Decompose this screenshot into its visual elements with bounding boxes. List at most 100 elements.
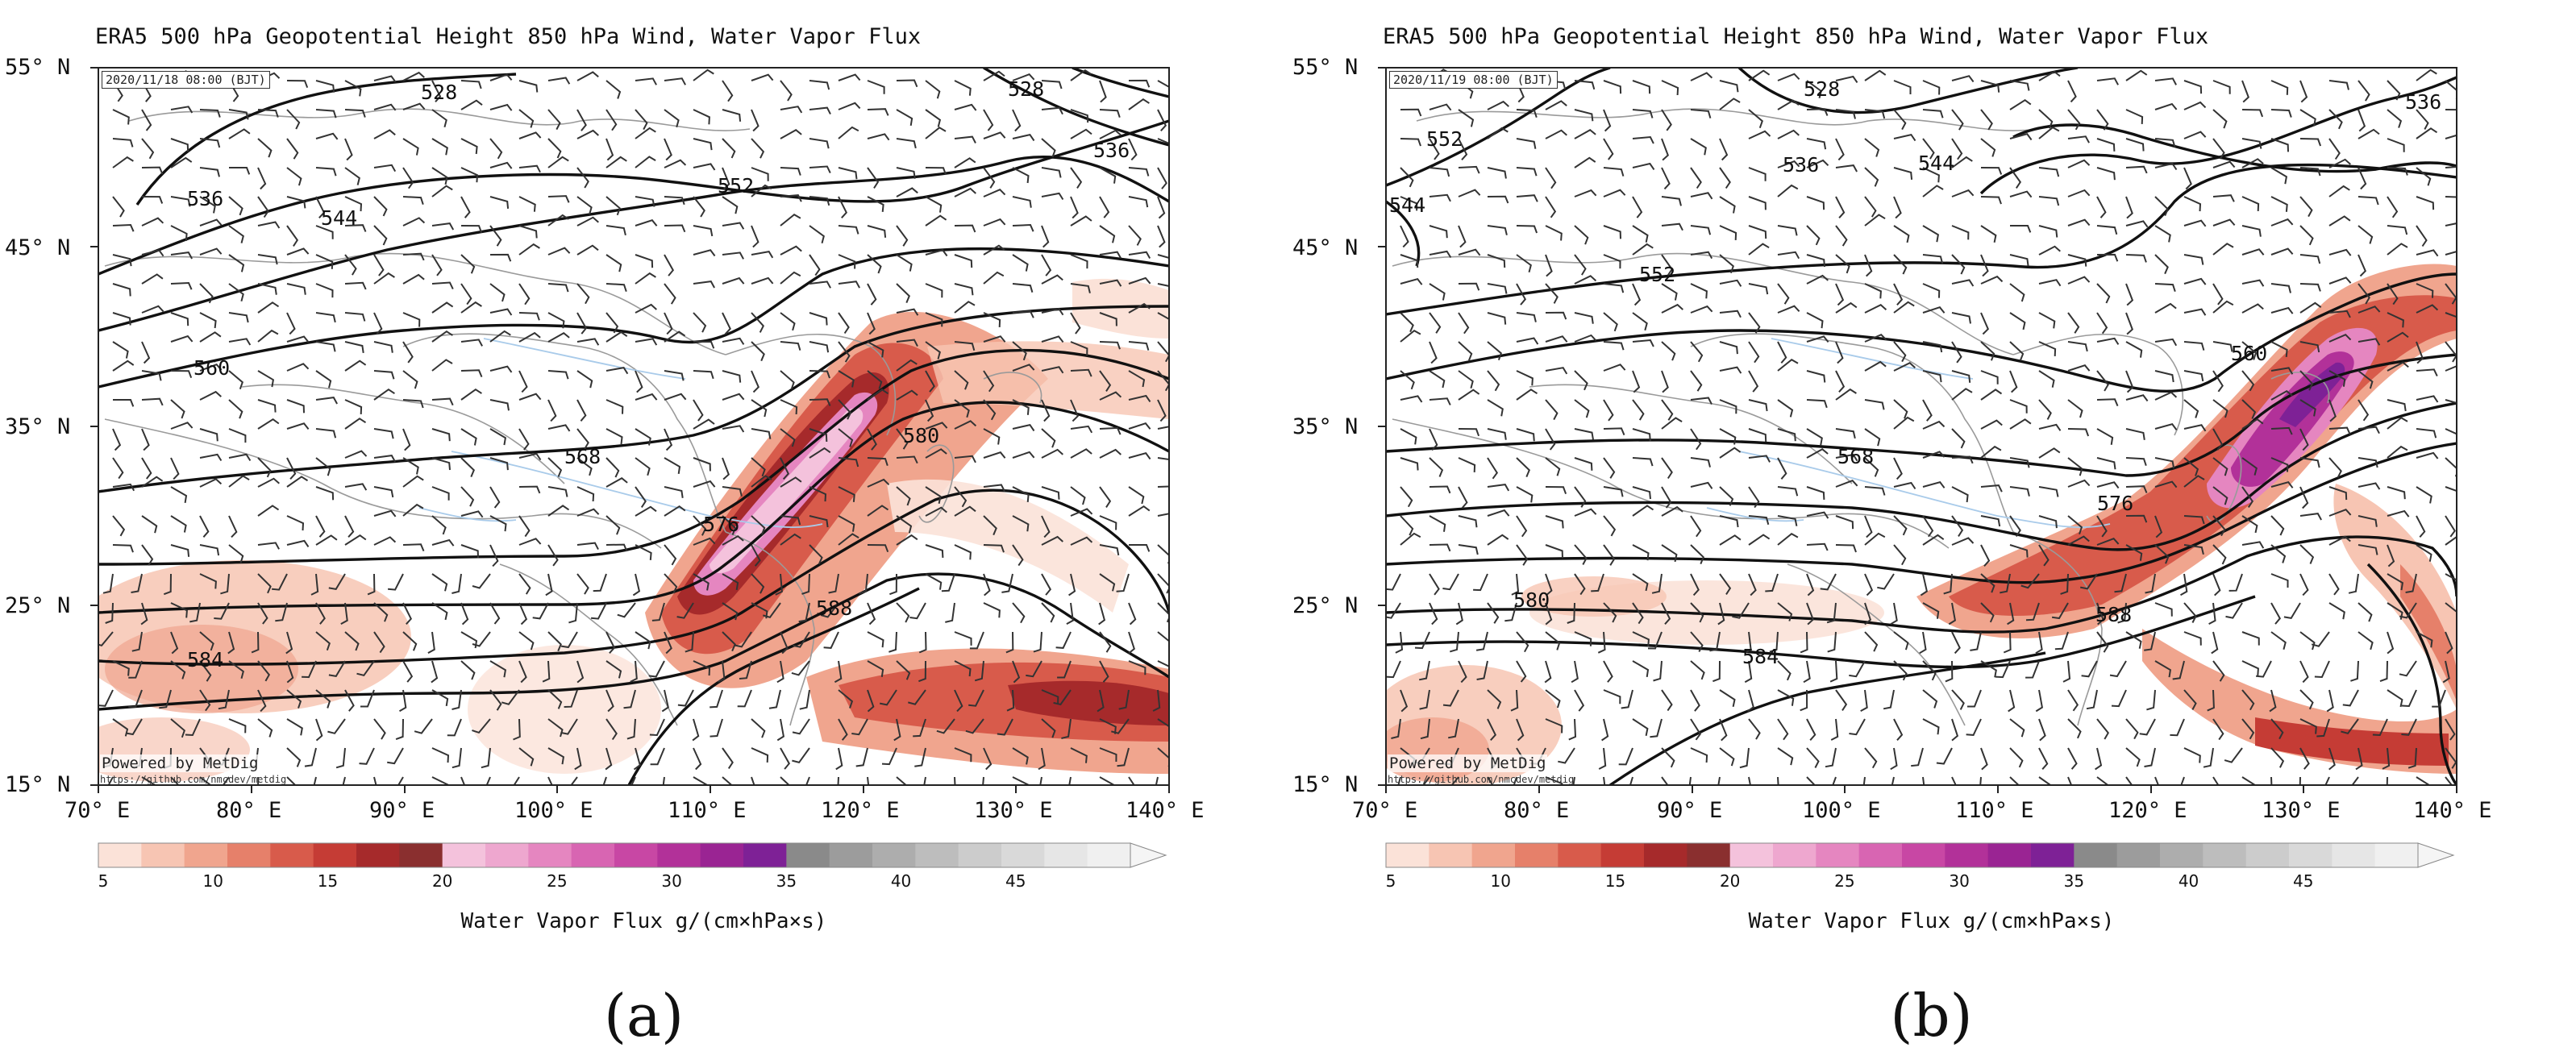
colorbar-swatch <box>571 843 615 867</box>
wind-barb <box>1777 486 1799 497</box>
wind-barb <box>1864 167 1879 187</box>
wind-barb <box>893 718 901 742</box>
wind-barb <box>1748 428 1767 443</box>
wind-barb <box>2416 69 2437 81</box>
wind-barb <box>228 254 245 272</box>
wind-barb <box>2328 276 2352 285</box>
wind-barb <box>2311 631 2330 647</box>
wind-barb <box>2081 660 2098 678</box>
wind-barb <box>1922 534 1945 546</box>
wind-barb <box>2096 77 2119 85</box>
wind-barb <box>1070 399 1079 422</box>
wind-barb <box>218 689 230 710</box>
wind-barb <box>1487 399 1504 417</box>
contour-label: 552 <box>1639 263 1676 286</box>
wind-barb <box>576 370 593 389</box>
wind-barb <box>1400 167 1414 188</box>
wind-barb <box>547 109 561 131</box>
wind-barb <box>1632 370 1641 393</box>
wind-barb <box>751 475 772 488</box>
wind-barb <box>1835 453 1858 462</box>
wind-barb <box>635 505 657 517</box>
wind-barb <box>2009 486 2030 497</box>
wind-barb <box>1970 631 1982 651</box>
wind-barb <box>489 103 513 111</box>
wind-barb <box>141 457 152 480</box>
wind-barb <box>1777 73 1800 81</box>
wind-barb <box>547 247 571 256</box>
wind-barb <box>257 109 279 118</box>
wind-barb <box>1806 312 1824 329</box>
wind-barb <box>1157 80 1169 89</box>
wind-barb <box>547 718 564 738</box>
wind-barb <box>1632 225 1649 243</box>
wind-barb <box>489 602 501 625</box>
wind-barb <box>1603 776 1606 785</box>
wind-barb <box>2035 631 2043 655</box>
wind-barb <box>1068 573 1076 596</box>
wind-barb <box>1400 312 1414 333</box>
wind-barb <box>2328 457 2342 478</box>
wind-barb <box>867 776 870 785</box>
wind-barb <box>141 166 164 175</box>
wind-barb <box>2387 361 2409 372</box>
wind-barb <box>2000 573 2011 594</box>
wind-barb <box>2416 631 2433 648</box>
wind-barb <box>1951 225 1970 240</box>
wind-barb <box>693 660 711 676</box>
wind-barb <box>751 515 766 535</box>
wind-barb <box>170 660 186 680</box>
wind-barb <box>1099 251 1122 259</box>
wind-barb <box>1574 189 1597 197</box>
wind-barb <box>1055 631 1072 649</box>
wind-barb <box>1429 397 1451 405</box>
wind-barb <box>1487 484 1510 492</box>
wind-barb <box>2183 80 2203 94</box>
wind-barb <box>2387 331 2409 343</box>
wind-barb <box>2358 80 2370 102</box>
wind-barb <box>2154 515 2163 538</box>
wind-barb <box>2009 312 2026 330</box>
wind-barb <box>141 109 152 131</box>
wind-barb <box>1864 428 1881 447</box>
wind-barb <box>1806 80 1822 98</box>
wind-barb <box>228 453 252 462</box>
wind-barb <box>867 505 889 517</box>
wind-barb <box>2445 602 2457 621</box>
wind-barb <box>722 251 744 260</box>
wind-barb <box>431 281 454 290</box>
wind-barb <box>2445 312 2457 318</box>
wind-barb <box>954 103 977 111</box>
wind-barb <box>2067 254 2087 267</box>
wind-barb <box>1945 660 1954 683</box>
colorbar-swatch <box>1987 843 2032 867</box>
wind-barb <box>867 225 887 238</box>
wind-barb <box>768 689 781 709</box>
wind-barb <box>1012 451 1035 459</box>
wind-barb <box>1400 196 1418 211</box>
wind-barb <box>1632 631 1650 647</box>
wind-barb <box>1690 718 1702 741</box>
wind-barb <box>2067 364 2091 372</box>
wind-barb <box>1922 138 1935 160</box>
wind-barb <box>722 337 745 345</box>
wind-barb <box>1806 335 1829 343</box>
wind-barb <box>838 457 859 468</box>
wind-barb <box>983 189 1006 197</box>
wind-barb <box>2009 718 2025 738</box>
wind-barb <box>718 660 726 683</box>
wind-barb <box>896 428 909 450</box>
wind-barb <box>2299 283 2321 292</box>
wind-barb <box>1951 75 1975 83</box>
wind-barb <box>286 689 302 709</box>
wind-barb <box>1835 196 1846 218</box>
wind-barb <box>1980 312 1989 335</box>
wind-barb <box>1516 389 1538 401</box>
wind-barb <box>570 776 578 785</box>
wind-barb <box>2125 312 2133 335</box>
wind-barb <box>2358 399 2370 422</box>
wind-barb <box>1922 451 1946 459</box>
wind-barb <box>2212 428 2224 451</box>
wind-barb <box>1893 481 1916 490</box>
wind-barb <box>2416 776 2431 785</box>
